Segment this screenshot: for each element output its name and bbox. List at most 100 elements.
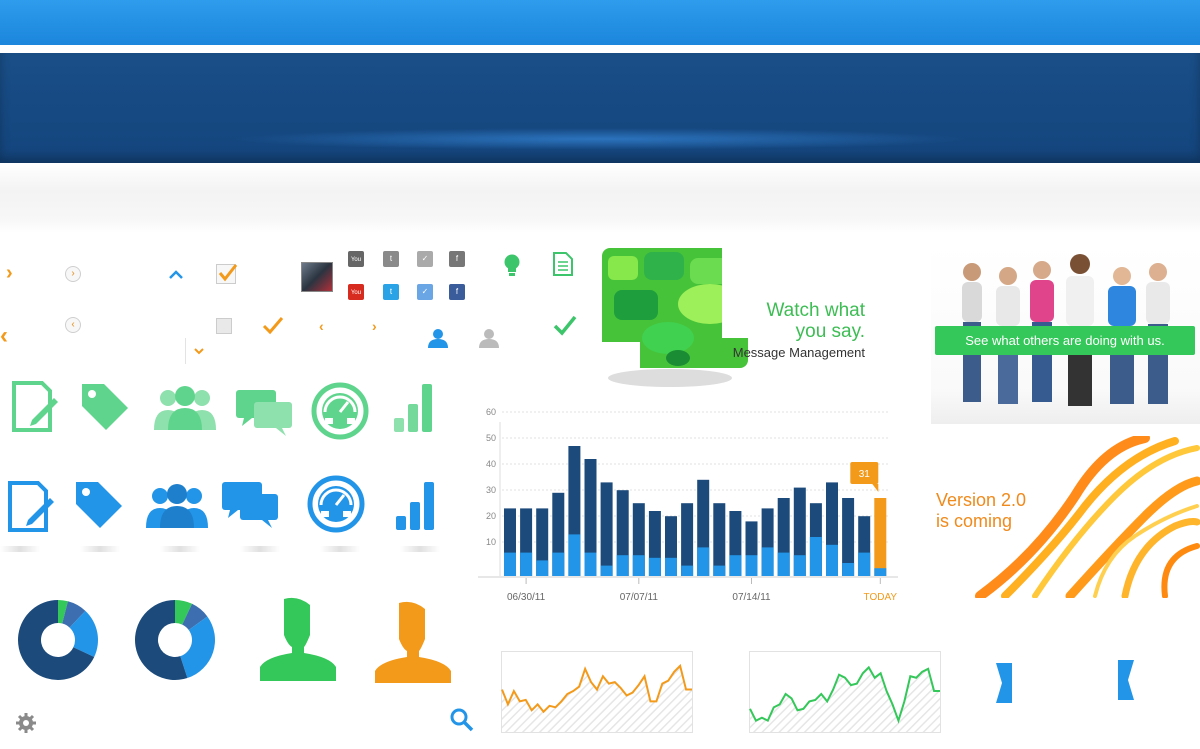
speech-bubbles-graphic (600, 248, 750, 387)
tag-icon-blue (76, 482, 122, 528)
line-area (502, 665, 692, 732)
bar-total (874, 498, 887, 576)
bar-segment (826, 544, 838, 576)
group-icon-green (154, 386, 216, 430)
y-tick-label: 20 (486, 511, 496, 521)
chevron-up-icon[interactable] (168, 268, 184, 280)
youtube-icon-gray[interactable]: You Tube (348, 251, 364, 280)
facebook-icon[interactable]: f (449, 284, 465, 300)
y-tick-label: 40 (486, 459, 496, 469)
banner-glow (230, 128, 970, 150)
small-chevron-left-icon[interactable]: ‹ (319, 318, 324, 334)
foursquare-icon-gray[interactable]: ✓ (417, 251, 433, 267)
promo-watch-line1: Watch what (766, 300, 865, 321)
bar-segment (729, 555, 742, 576)
line-series (501, 663, 692, 714)
person-silhouette-orange (375, 601, 451, 683)
bar-segment (697, 547, 710, 576)
bar-segment (568, 534, 581, 576)
document-icon (553, 252, 573, 276)
callout-label: 31 (859, 469, 871, 480)
edit-document-icon-blue (8, 481, 54, 532)
bar-segment (874, 568, 887, 576)
chevron-down-icon[interactable] (193, 346, 205, 356)
small-chevron-right-icon[interactable]: › (372, 318, 377, 334)
bar-segment (761, 547, 774, 576)
donut-slice (182, 603, 208, 631)
promo-watch-title: Watch what you say. (700, 300, 865, 342)
donut-slice (69, 610, 98, 658)
bar-segment (584, 552, 597, 576)
line-series (749, 665, 940, 724)
bar-segment (632, 555, 645, 576)
version-line2: is coming (936, 511, 1013, 531)
check-green-icon (553, 315, 577, 336)
bar-segment (648, 557, 661, 576)
version-promo-text: Version 2.0 is coming (936, 490, 1026, 532)
bar-chart-icon-green (394, 384, 432, 432)
youtube-label: You Tube (349, 257, 363, 280)
ribbon-arrow-right[interactable] (996, 663, 1014, 703)
bar-chart-icon-blue (396, 482, 434, 530)
y-tick-label: 30 (486, 485, 496, 495)
donut-chart-1 (18, 600, 98, 680)
gear-icon[interactable] (15, 712, 37, 734)
group-icon-blue (146, 484, 208, 528)
donut-chart-2 (134, 600, 215, 680)
donut-slice (18, 600, 95, 680)
bar-segment (616, 555, 629, 576)
see-others-banner[interactable]: See what others are doing with us. (935, 326, 1195, 355)
bar-total (842, 498, 855, 576)
bar-total (536, 508, 549, 576)
chevron-right-icon[interactable]: › (6, 262, 13, 284)
bar-segment (858, 552, 871, 576)
twitter-icon-gray[interactable]: t (383, 251, 399, 267)
orange-swirl-graphic (975, 436, 1200, 598)
icon-shadows (0, 546, 440, 552)
y-tick-label: 50 (486, 433, 496, 443)
donut-slice (175, 600, 193, 625)
bar-segment (520, 552, 533, 576)
check-icon (218, 264, 238, 282)
bar-segment (713, 565, 726, 576)
search-icon[interactable] (449, 707, 475, 733)
chat-icon-blue (222, 482, 278, 528)
bar-segment (777, 552, 790, 576)
checkbox-unchecked[interactable] (216, 318, 232, 334)
x-tick-label: 06/30/11 (507, 592, 546, 603)
youtube-icon[interactable]: You Tube (348, 284, 364, 313)
lightbulb-icon (504, 254, 520, 276)
user-icon-gray (479, 329, 499, 348)
top-bar (0, 0, 1200, 45)
ribbon-arrow-left[interactable] (1116, 660, 1134, 700)
circle-chevron-right-icon[interactable]: › (65, 266, 81, 282)
bar-segment (665, 557, 677, 576)
x-tick-label: 07/07/11 (620, 592, 659, 603)
thumbnail-image[interactable] (301, 262, 333, 292)
chat-icon-green (236, 390, 292, 436)
facebook-icon-gray[interactable]: f (449, 251, 465, 267)
tag-icon-green (82, 384, 128, 430)
bar-segment (842, 563, 855, 576)
promo-watch-caption: Message Management (732, 345, 865, 360)
foursquare-icon[interactable]: ✓ (417, 284, 433, 300)
chevron-left-icon[interactable]: ‹ (0, 322, 8, 349)
line-chart-green (749, 651, 941, 733)
y-tick-label: 60 (486, 408, 496, 417)
donut-slice (180, 616, 215, 679)
bar-total (584, 459, 597, 576)
divider (185, 338, 186, 364)
header-gap (0, 45, 1200, 53)
bar-segment (552, 552, 565, 576)
donut-slice (58, 600, 68, 624)
twitter-icon[interactable]: t (383, 284, 399, 300)
bar-segment (681, 565, 694, 576)
bar-total (681, 503, 694, 576)
bar-total (600, 482, 613, 576)
line-area (750, 667, 940, 732)
x-tick-label: 07/14/11 (732, 592, 771, 603)
circle-chevron-left-icon[interactable]: ‹ (65, 317, 81, 333)
promo-watch-line2: you say. (795, 321, 865, 342)
callout-box (850, 462, 879, 484)
bar-segment (504, 552, 516, 576)
